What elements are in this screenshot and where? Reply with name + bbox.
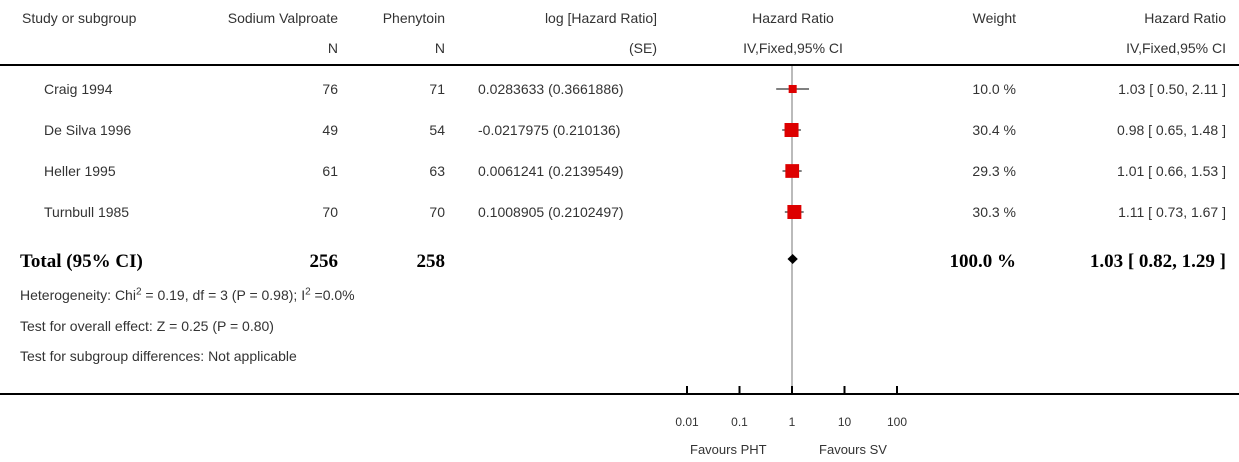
group1-n: 49 [322,122,338,138]
loghr-value: 0.1008905 (0.2102497) [478,204,624,220]
study-marker [787,205,802,219]
group1-n: 61 [322,163,338,179]
group2-n: 70 [429,204,445,220]
axis-tick-label: 0.1 [731,415,748,429]
total-group2-n: 258 [416,251,446,272]
overall-effect-note: Test for overall effect: Z = 0.25 (P = 0… [20,318,274,334]
group1-n: 70 [322,204,338,220]
favours-left-label: Favours PHT [690,442,767,457]
header-group2-n: N [434,40,445,56]
header-group1-n: N [327,40,338,56]
pooled-diamond [787,254,798,264]
axis-tick-label: 100 [887,415,907,429]
total-label: Total (95% CI) [20,251,143,272]
subgroup-note: Test for subgroup differences: Not appli… [20,348,297,364]
axis-tick-label: 0.01 [675,415,699,429]
header-hr-text-method: IV,Fixed,95% CI [1126,40,1226,56]
group2-n: 54 [429,122,445,138]
header-loghr-se: (SE) [629,40,657,56]
study-marker [784,123,799,137]
header-study: Study or subgroup [22,10,137,26]
hr-ci-value: 1.01 [ 0.66, 1.53 ] [1117,163,1226,179]
weight-value: 10.0 % [972,81,1016,97]
favours-right-label: Favours SV [819,442,887,457]
header-rule [0,64,1239,66]
loghr-value: 0.0283633 (0.3661886) [478,81,624,97]
axis-tick-label: 1 [789,415,796,429]
heterogeneity-note: Heterogeneity: Chi2 = 0.19, df = 3 (P = … [20,286,355,303]
loghr-value: 0.0061241 (0.2139549) [478,163,624,179]
study-marker [785,164,800,178]
header-hr-text: Hazard Ratio [1144,10,1226,26]
axis-tick-label: 10 [838,415,852,429]
study-name: Craig 1994 [44,81,113,97]
loghr-value: -0.0217975 (0.210136) [478,122,621,138]
header-hr-plot-method: IV,Fixed,95% CI [743,40,843,56]
study-marker [788,84,797,94]
header-hr-plot: Hazard Ratio [752,10,834,26]
study-name: De Silva 1996 [44,122,132,138]
header-group1: Sodium Valproate [227,10,338,26]
study-name: Turnbull 1985 [44,204,130,220]
study-name: Heller 1995 [44,163,116,179]
header-loghr: log [Hazard Ratio] [544,10,657,26]
weight-value: 30.4 % [972,122,1016,138]
group2-n: 71 [429,81,445,97]
header-weight: Weight [972,10,1016,26]
header-group2: Phenytoin [382,10,445,26]
total-weight: 100.0 % [949,251,1017,272]
hr-ci-value: 0.98 [ 0.65, 1.48 ] [1117,122,1226,138]
group1-n: 76 [322,81,338,97]
hr-ci-value: 1.03 [ 0.50, 2.11 ] [1118,81,1226,97]
weight-value: 29.3 % [972,163,1016,179]
bottom-rule [0,393,1239,395]
total-group1-n: 256 [309,251,339,272]
total-hr-ci: 1.03 [ 0.82, 1.29 ] [1089,251,1226,272]
group2-n: 63 [429,163,445,179]
hr-ci-value: 1.11 [ 0.73, 1.67 ] [1118,204,1226,220]
weight-value: 30.3 % [972,204,1016,220]
